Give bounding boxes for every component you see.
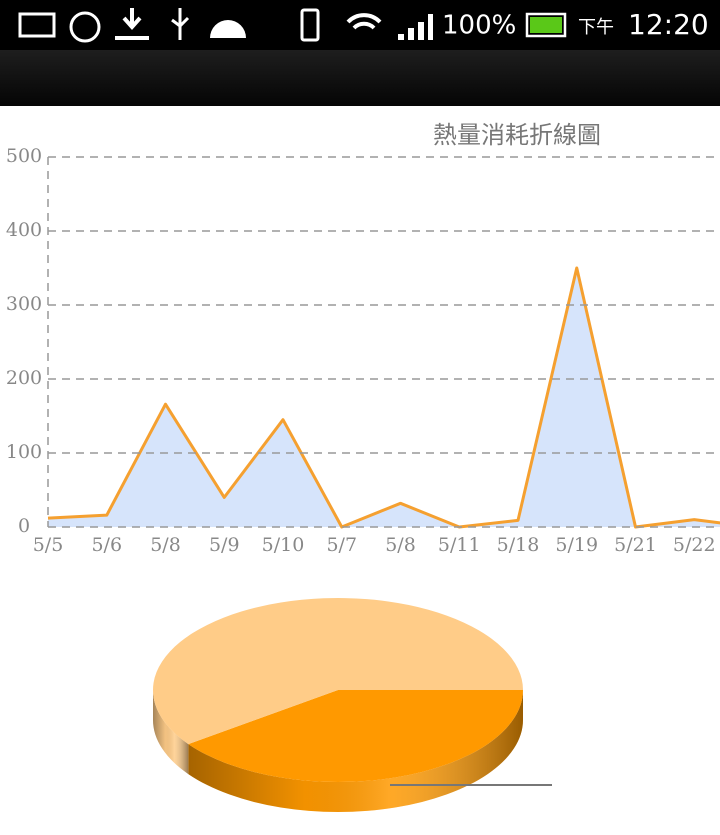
ampm: 下午 [578,17,614,38]
x-tick-label: 5/5 [33,534,64,556]
icon-download [115,8,149,40]
pie-side-shade [153,690,189,775]
x-tick-label: 5/10 [262,534,305,556]
status-icons [18,8,567,43]
x-tick-label: 5/6 [91,534,122,556]
chart-title: 熱量消耗折線圖 [433,121,601,149]
x-tick-label: 5/19 [555,534,598,556]
icon-usb [171,8,190,40]
x-tick-label: 5/8 [150,534,181,556]
icon-android [210,20,246,38]
clock: 12:20 [628,8,709,41]
icon-battery [525,12,567,38]
x-tick-label: 5/21 [614,534,657,556]
icon-battery-saver [18,12,56,38]
x-tick-label: 5/18 [497,534,540,556]
x-tick-label: 5/9 [209,534,240,556]
area [48,268,720,527]
pie-slice [188,690,524,783]
y-tick-label: 200 [6,367,42,389]
x-tick-label: 5/11 [438,534,481,556]
icon-wifi [346,13,382,30]
y-tick-label: 400 [6,219,42,241]
line [47,266,720,529]
icon-signal [398,14,433,40]
app-bar [0,50,720,106]
pie-side-shade [188,690,524,812]
pie-slice [153,598,524,745]
x-tick-label: 5/22 [673,534,716,556]
battery-text: 100% [442,11,516,41]
y-tick-label: 100 [6,441,42,463]
icon-vibrate [300,8,320,42]
x-tick-label: 5/8 [385,534,416,556]
battery-level [530,17,562,33]
y-tick-label: 500 [6,145,42,167]
x-tick-label: 5/7 [326,534,357,556]
icon-alarm [69,11,101,43]
y-tick-label: 0 [18,515,30,537]
line-chart: 0 100 200 300 400 500 5/5 5/6 5/8 5/9 5/10 5/7 5/8 5/… [6,145,720,556]
pie-chart [153,598,524,812]
y-tick-label: 300 [6,293,42,315]
